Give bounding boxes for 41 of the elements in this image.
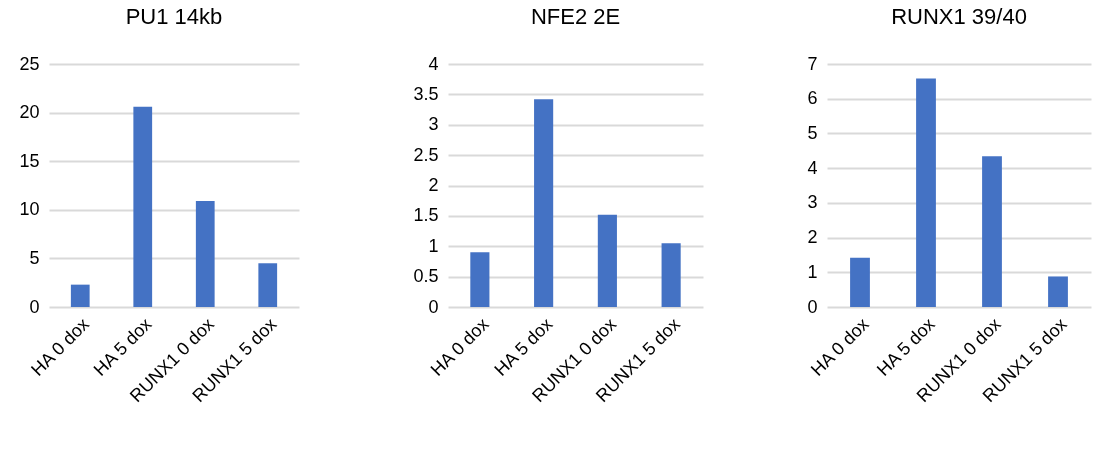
y-tick-label: 0 (29, 296, 40, 317)
bar (597, 214, 617, 307)
chart-title: PU1 14kb (125, 4, 223, 29)
y-tick-label: 0.5 (413, 266, 439, 287)
y-tick-label: 7 (807, 53, 818, 74)
bar (534, 99, 554, 307)
chart-title: NFE2 2E (530, 4, 621, 29)
x-tick-label: HA 0 dox (27, 314, 93, 380)
y-tick-label: 5 (807, 122, 818, 143)
bar (916, 78, 936, 307)
y-tick-label: 6 (807, 88, 818, 109)
y-tick-label: 3 (807, 192, 818, 213)
bar (195, 201, 215, 307)
y-tick-label: 0 (428, 296, 439, 317)
y-tick-label: 4 (807, 157, 818, 178)
x-tick-label: HA 0 dox (426, 314, 493, 380)
y-tick-label: 3.5 (413, 83, 439, 104)
bar (850, 257, 870, 307)
bar (70, 284, 90, 307)
y-tick-label: 2 (807, 227, 818, 248)
y-tick-label: 10 (19, 199, 40, 220)
y-tick-label: 0 (807, 296, 818, 317)
y-tick-label: 1 (428, 235, 439, 256)
y-tick-label: 15 (19, 150, 40, 171)
y-tick-label: 25 (19, 53, 40, 74)
chart-title: RUNX1 39/40 (891, 4, 1027, 29)
y-tick-label: 3 (428, 114, 439, 135)
y-tick-label: 4 (428, 53, 439, 74)
bar (661, 243, 681, 307)
y-tick-label: 2.5 (413, 144, 439, 165)
y-tick-label: 20 (19, 102, 40, 123)
bar (1048, 276, 1068, 307)
bar (133, 106, 153, 307)
y-tick-label: 1 (807, 261, 818, 282)
bar (258, 263, 278, 307)
bar (470, 252, 490, 307)
bar (982, 156, 1002, 307)
y-tick-label: 5 (29, 247, 40, 268)
y-tick-label: 2 (428, 175, 439, 195)
x-tick-label: HA 0 dox (806, 314, 873, 380)
y-tick-label: 1.5 (413, 205, 439, 226)
